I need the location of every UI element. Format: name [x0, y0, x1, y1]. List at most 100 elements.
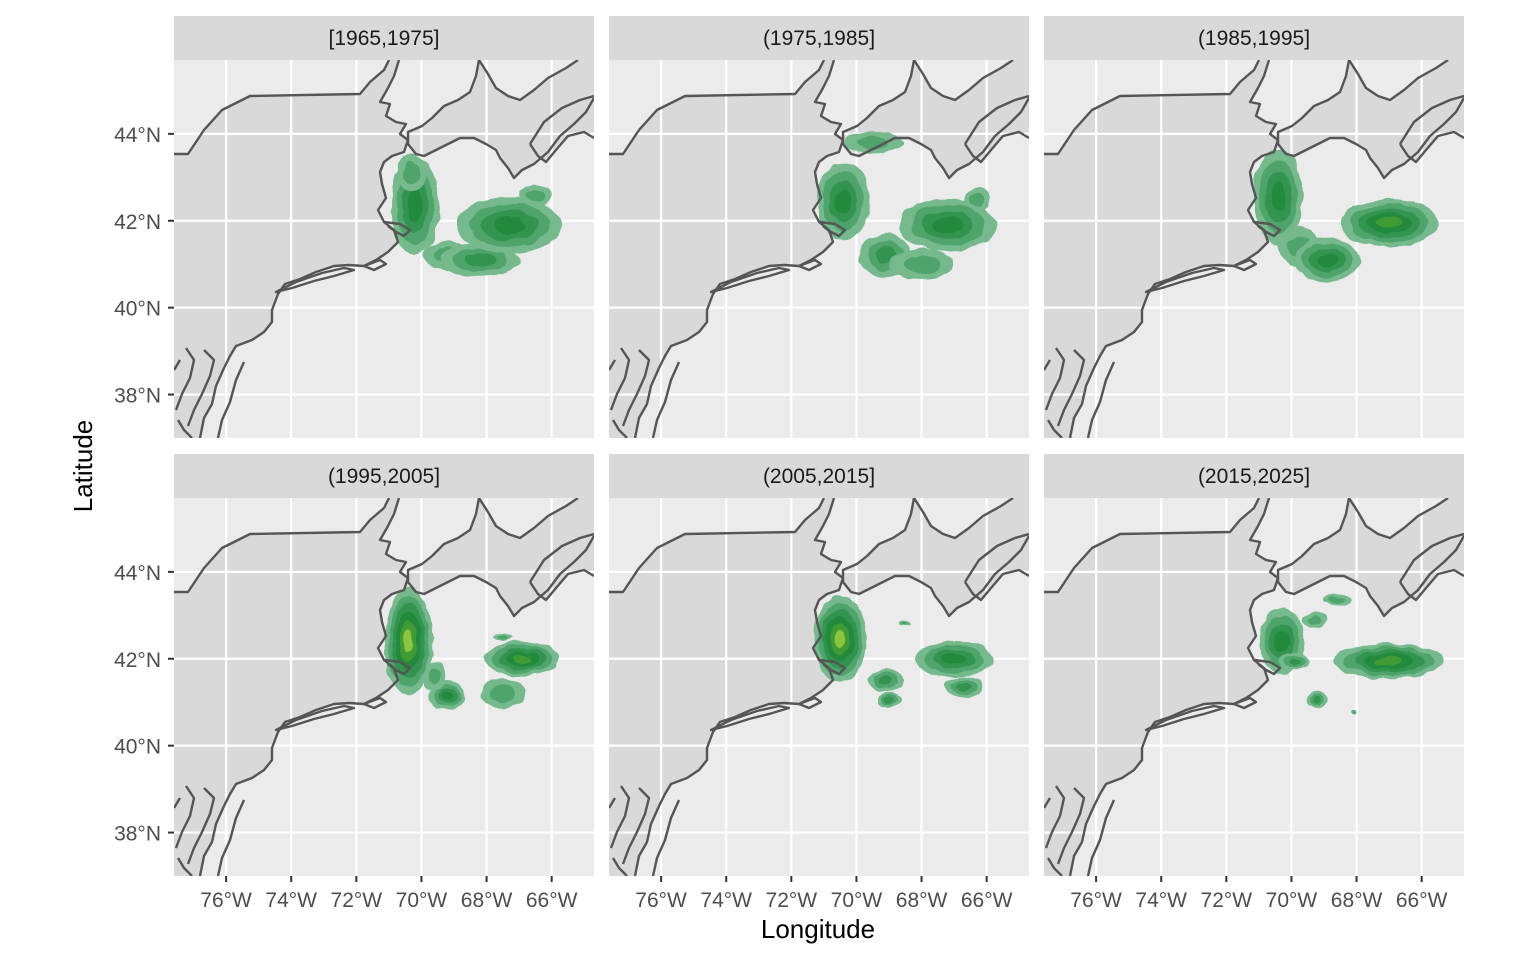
- density-contour: [1375, 656, 1404, 666]
- coastline: [818, 220, 847, 238]
- x-tick-label: 66°W: [526, 889, 578, 912]
- coastline: [362, 696, 388, 710]
- facet-strip: [1044, 16, 1464, 60]
- x-tick-label: 76°W: [200, 889, 252, 912]
- coastline: [912, 498, 1014, 540]
- density-contour: [403, 161, 421, 185]
- coastline: [609, 359, 681, 438]
- x-tick-label: 68°W: [896, 889, 948, 912]
- x-tick-label: 66°W: [1396, 889, 1448, 912]
- coastline: [1276, 60, 1464, 180]
- density-contour: [932, 217, 963, 234]
- density-contour: [441, 690, 454, 701]
- coastline: [1232, 696, 1258, 710]
- x-tick-label: 72°W: [766, 889, 818, 912]
- coastline: [1044, 797, 1116, 876]
- coastline: [797, 258, 823, 272]
- coastline: [1398, 532, 1464, 602]
- coastline: [633, 498, 845, 876]
- coastline: [174, 60, 391, 156]
- density-layer: [817, 131, 997, 280]
- x-tick-label: 76°W: [635, 889, 687, 912]
- x-tick-label: 76°W: [1070, 889, 1122, 912]
- coastline: [1044, 498, 1261, 594]
- map-area: [609, 498, 1029, 876]
- map-area: [1044, 60, 1464, 438]
- coastline: [1144, 266, 1226, 294]
- coastline: [174, 359, 246, 438]
- x-tick-label: 68°W: [1331, 889, 1383, 912]
- land-polygon: [530, 534, 594, 600]
- coastline: [477, 498, 579, 540]
- density-contour: [497, 635, 509, 640]
- density-contour: [1288, 657, 1302, 665]
- coastline: [797, 696, 823, 710]
- coastline: [609, 60, 826, 156]
- density-contour: [407, 190, 423, 222]
- density-contour: [1317, 253, 1338, 267]
- coastline: [1276, 498, 1464, 618]
- map-area: [174, 498, 594, 876]
- density-contour: [1270, 182, 1286, 212]
- y-tick-label: 42°N: [114, 211, 161, 234]
- y-tick-label: 38°N: [114, 385, 161, 408]
- density-contour: [902, 255, 941, 273]
- map-area: [174, 60, 594, 438]
- y-tick-label: 38°N: [114, 823, 161, 846]
- land-polygon: [530, 96, 594, 162]
- coastline: [1144, 704, 1226, 732]
- facet-panel: (2005,2015]: [609, 454, 1029, 876]
- density-contour: [956, 682, 972, 692]
- coastline: [1044, 60, 1261, 156]
- x-tick-label: 70°W: [396, 889, 448, 912]
- coastline: [528, 532, 594, 602]
- coastline: [609, 347, 651, 427]
- x-tick-label: 72°W: [1201, 889, 1253, 912]
- coastline: [1253, 658, 1282, 676]
- coastline: [198, 60, 410, 438]
- coastline: [528, 94, 594, 164]
- density-contour: [427, 668, 442, 684]
- panels-layer: [1965,1975] (1975,1985] (1985,1995] (1995,2…: [174, 16, 1464, 876]
- land-polygon: [1400, 534, 1464, 600]
- facet-strip-label: (2015,2025]: [1198, 465, 1310, 488]
- coastline: [609, 797, 681, 876]
- density-layer: [390, 153, 562, 278]
- coastline: [709, 266, 791, 294]
- coastline: [1398, 94, 1464, 164]
- coastline: [198, 498, 410, 876]
- facet-strip-label: (1975,1985]: [763, 27, 875, 50]
- y-axis: 44°N 42°N 40°N 38°N 44°N 42°N 40°N 38°N: [114, 124, 174, 846]
- land-polygon: [965, 96, 1029, 162]
- coastline: [633, 60, 845, 438]
- density-contour: [512, 654, 532, 664]
- coastline: [274, 704, 356, 732]
- density-contour: [901, 622, 910, 626]
- y-tick-label: 44°N: [114, 562, 161, 585]
- density-contour: [878, 676, 893, 685]
- density-layer: [1258, 594, 1445, 716]
- density-contour: [1351, 711, 1356, 715]
- x-axis: 76°W 74°W 72°W 70°W 68°W 66°W 76°W 74°W 72°W 70°W…: [200, 876, 1448, 912]
- coastline: [1044, 347, 1086, 427]
- gridlines: [609, 60, 1029, 438]
- density-contour: [403, 629, 414, 653]
- facet-panel: (1975,1985]: [609, 16, 1029, 438]
- density-layer: [1254, 149, 1438, 282]
- coastline: [609, 498, 826, 594]
- x-axis-title: Longitude: [761, 914, 875, 944]
- facet-panel: [1965,1975]: [174, 16, 594, 438]
- y-tick-label: 40°N: [114, 298, 161, 321]
- facet-strip: [174, 454, 594, 498]
- density-contour: [1306, 615, 1322, 625]
- coastline: [818, 658, 847, 676]
- x-tick-label: 74°W: [1135, 889, 1187, 912]
- density-contour: [834, 629, 846, 649]
- density-contour: [526, 188, 545, 201]
- coastline: [841, 498, 1029, 618]
- coastline: [963, 532, 1029, 602]
- y-tick-label: 40°N: [114, 736, 161, 759]
- x-tick-label: 74°W: [265, 889, 317, 912]
- density-contour: [941, 653, 967, 665]
